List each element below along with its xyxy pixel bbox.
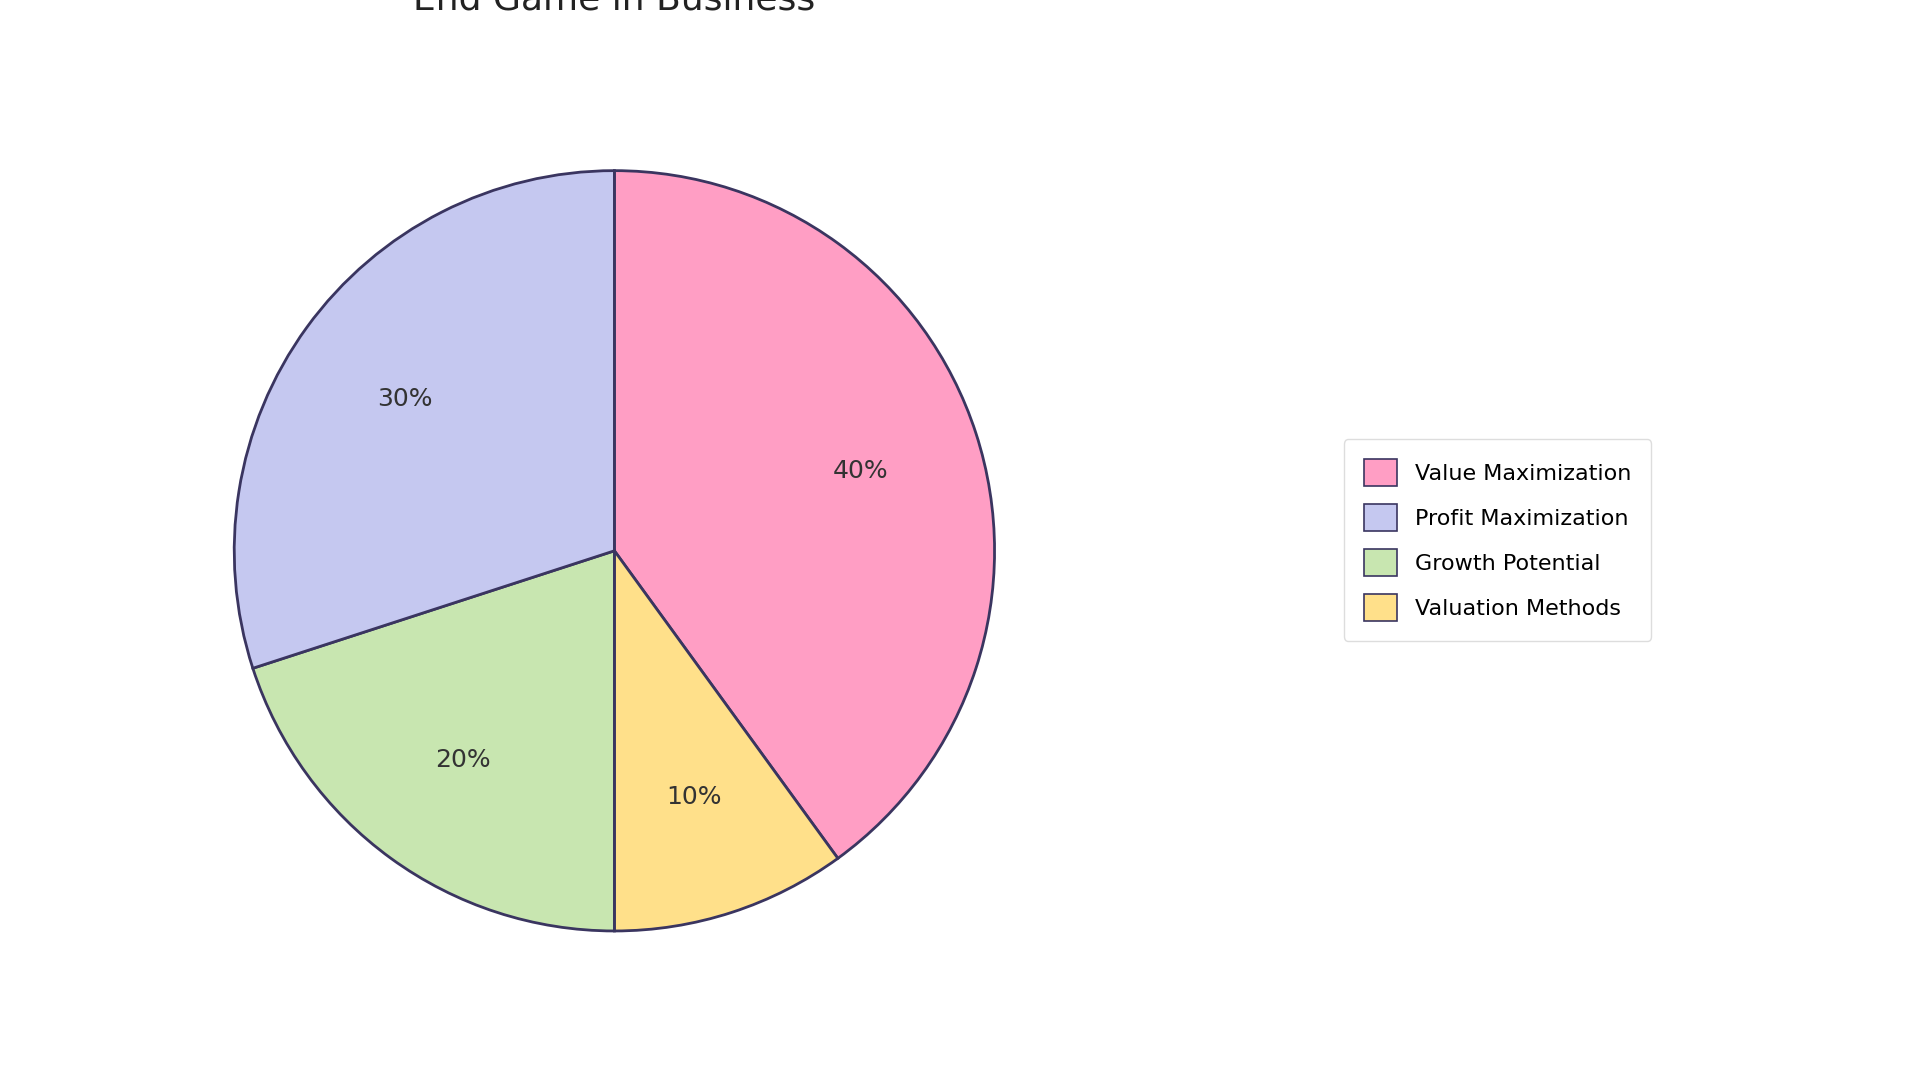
Title: End Game in Business: End Game in Business (413, 0, 816, 17)
Wedge shape (614, 171, 995, 859)
Wedge shape (614, 551, 837, 931)
Text: 20%: 20% (434, 748, 490, 772)
Text: 40%: 40% (833, 459, 889, 483)
Wedge shape (253, 551, 614, 931)
Text: 30%: 30% (378, 387, 434, 410)
Legend: Value Maximization, Profit Maximization, Growth Potential, Valuation Methods: Value Maximization, Profit Maximization,… (1344, 440, 1651, 640)
Text: 10%: 10% (666, 785, 722, 809)
Wedge shape (234, 171, 614, 669)
